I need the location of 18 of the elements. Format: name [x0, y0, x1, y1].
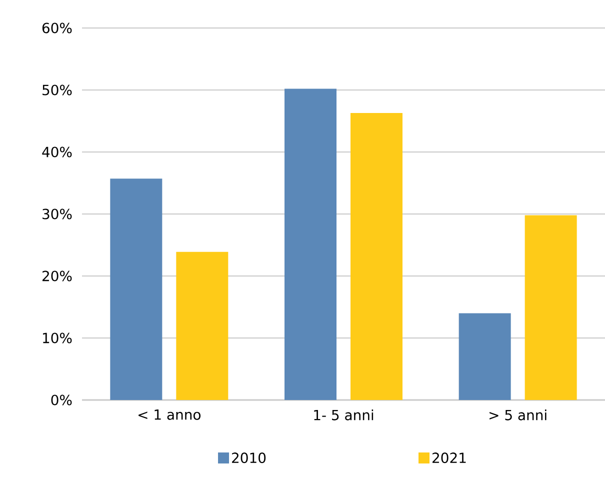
y-tick-label: 0% — [51, 394, 72, 406]
x-tick-label: < 1 anno — [138, 410, 201, 420]
y-tick-label: 40% — [42, 146, 72, 158]
y-tick-label: 20% — [42, 270, 72, 282]
bar — [350, 112, 403, 400]
bar — [284, 88, 337, 400]
y-tick-label: 10% — [43, 332, 72, 344]
bar — [176, 252, 228, 400]
legend-label: 2010 — [232, 452, 266, 464]
bar — [110, 178, 162, 400]
y-tick-label: 50% — [42, 84, 72, 96]
x-tick-label: > 5 anni — [490, 410, 546, 420]
bar — [458, 313, 511, 400]
bar — [524, 215, 577, 400]
legend-label: 2021 — [432, 452, 466, 464]
y-tick-label: 30% — [42, 208, 72, 220]
y-tick-label: 60% — [42, 22, 72, 34]
x-tick-label: 1- 5 anni — [314, 410, 374, 420]
